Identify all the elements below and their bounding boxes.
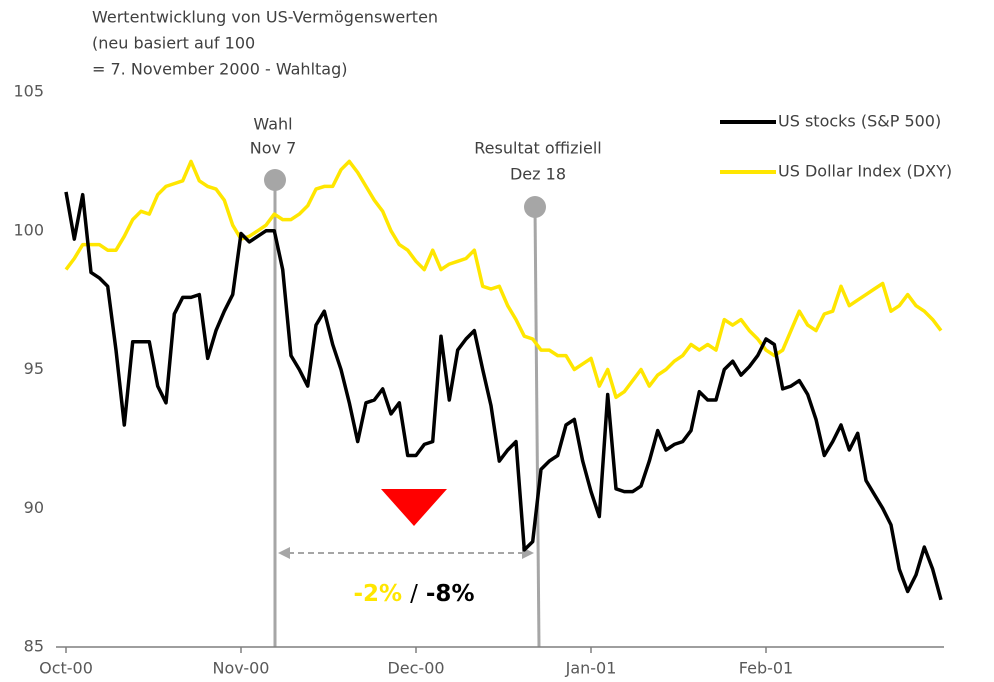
- change-separator: /: [410, 581, 418, 607]
- event-line: [533, 206, 541, 648]
- x-tick-label: Feb-01: [739, 659, 793, 678]
- title-line: Wertentwicklung von US-Vermögenswerten: [92, 8, 438, 27]
- y-tick-label: 90: [24, 498, 44, 517]
- annotation: Nov 7: [250, 139, 297, 158]
- x-tick-label: Dec-00: [387, 659, 444, 678]
- annotation: Dez 18: [510, 165, 566, 184]
- event-marker: [524, 196, 546, 218]
- legend-label: US stocks (S&P 500): [778, 112, 941, 131]
- x-tick-label: Nov-00: [213, 659, 270, 678]
- event-marker: [264, 169, 286, 191]
- arrow-head: [278, 547, 290, 559]
- change-dxy: -2%: [354, 581, 403, 607]
- x-tick-label: Oct-00: [39, 659, 93, 678]
- change-label: -2% / -8%: [354, 581, 475, 607]
- annotation: Resultat offiziell: [474, 139, 601, 158]
- change-stocks: -8%: [426, 581, 475, 607]
- series-line: [64, 159, 943, 400]
- y-tick-label: 105: [13, 82, 44, 101]
- legend-label: US Dollar Index (DXY): [778, 162, 952, 181]
- x-tick-label: Jan-01: [565, 659, 617, 678]
- y-tick-label: 100: [13, 220, 44, 239]
- title-line: (neu basiert auf 100: [92, 34, 255, 53]
- y-tick-label: 95: [24, 359, 44, 378]
- title-line: = 7. November 2000 - Wahltag): [92, 60, 348, 79]
- series-line: [64, 191, 943, 601]
- y-tick-label: 85: [24, 637, 44, 656]
- down-triangle: [381, 489, 447, 526]
- annotation: Wahl: [253, 115, 292, 134]
